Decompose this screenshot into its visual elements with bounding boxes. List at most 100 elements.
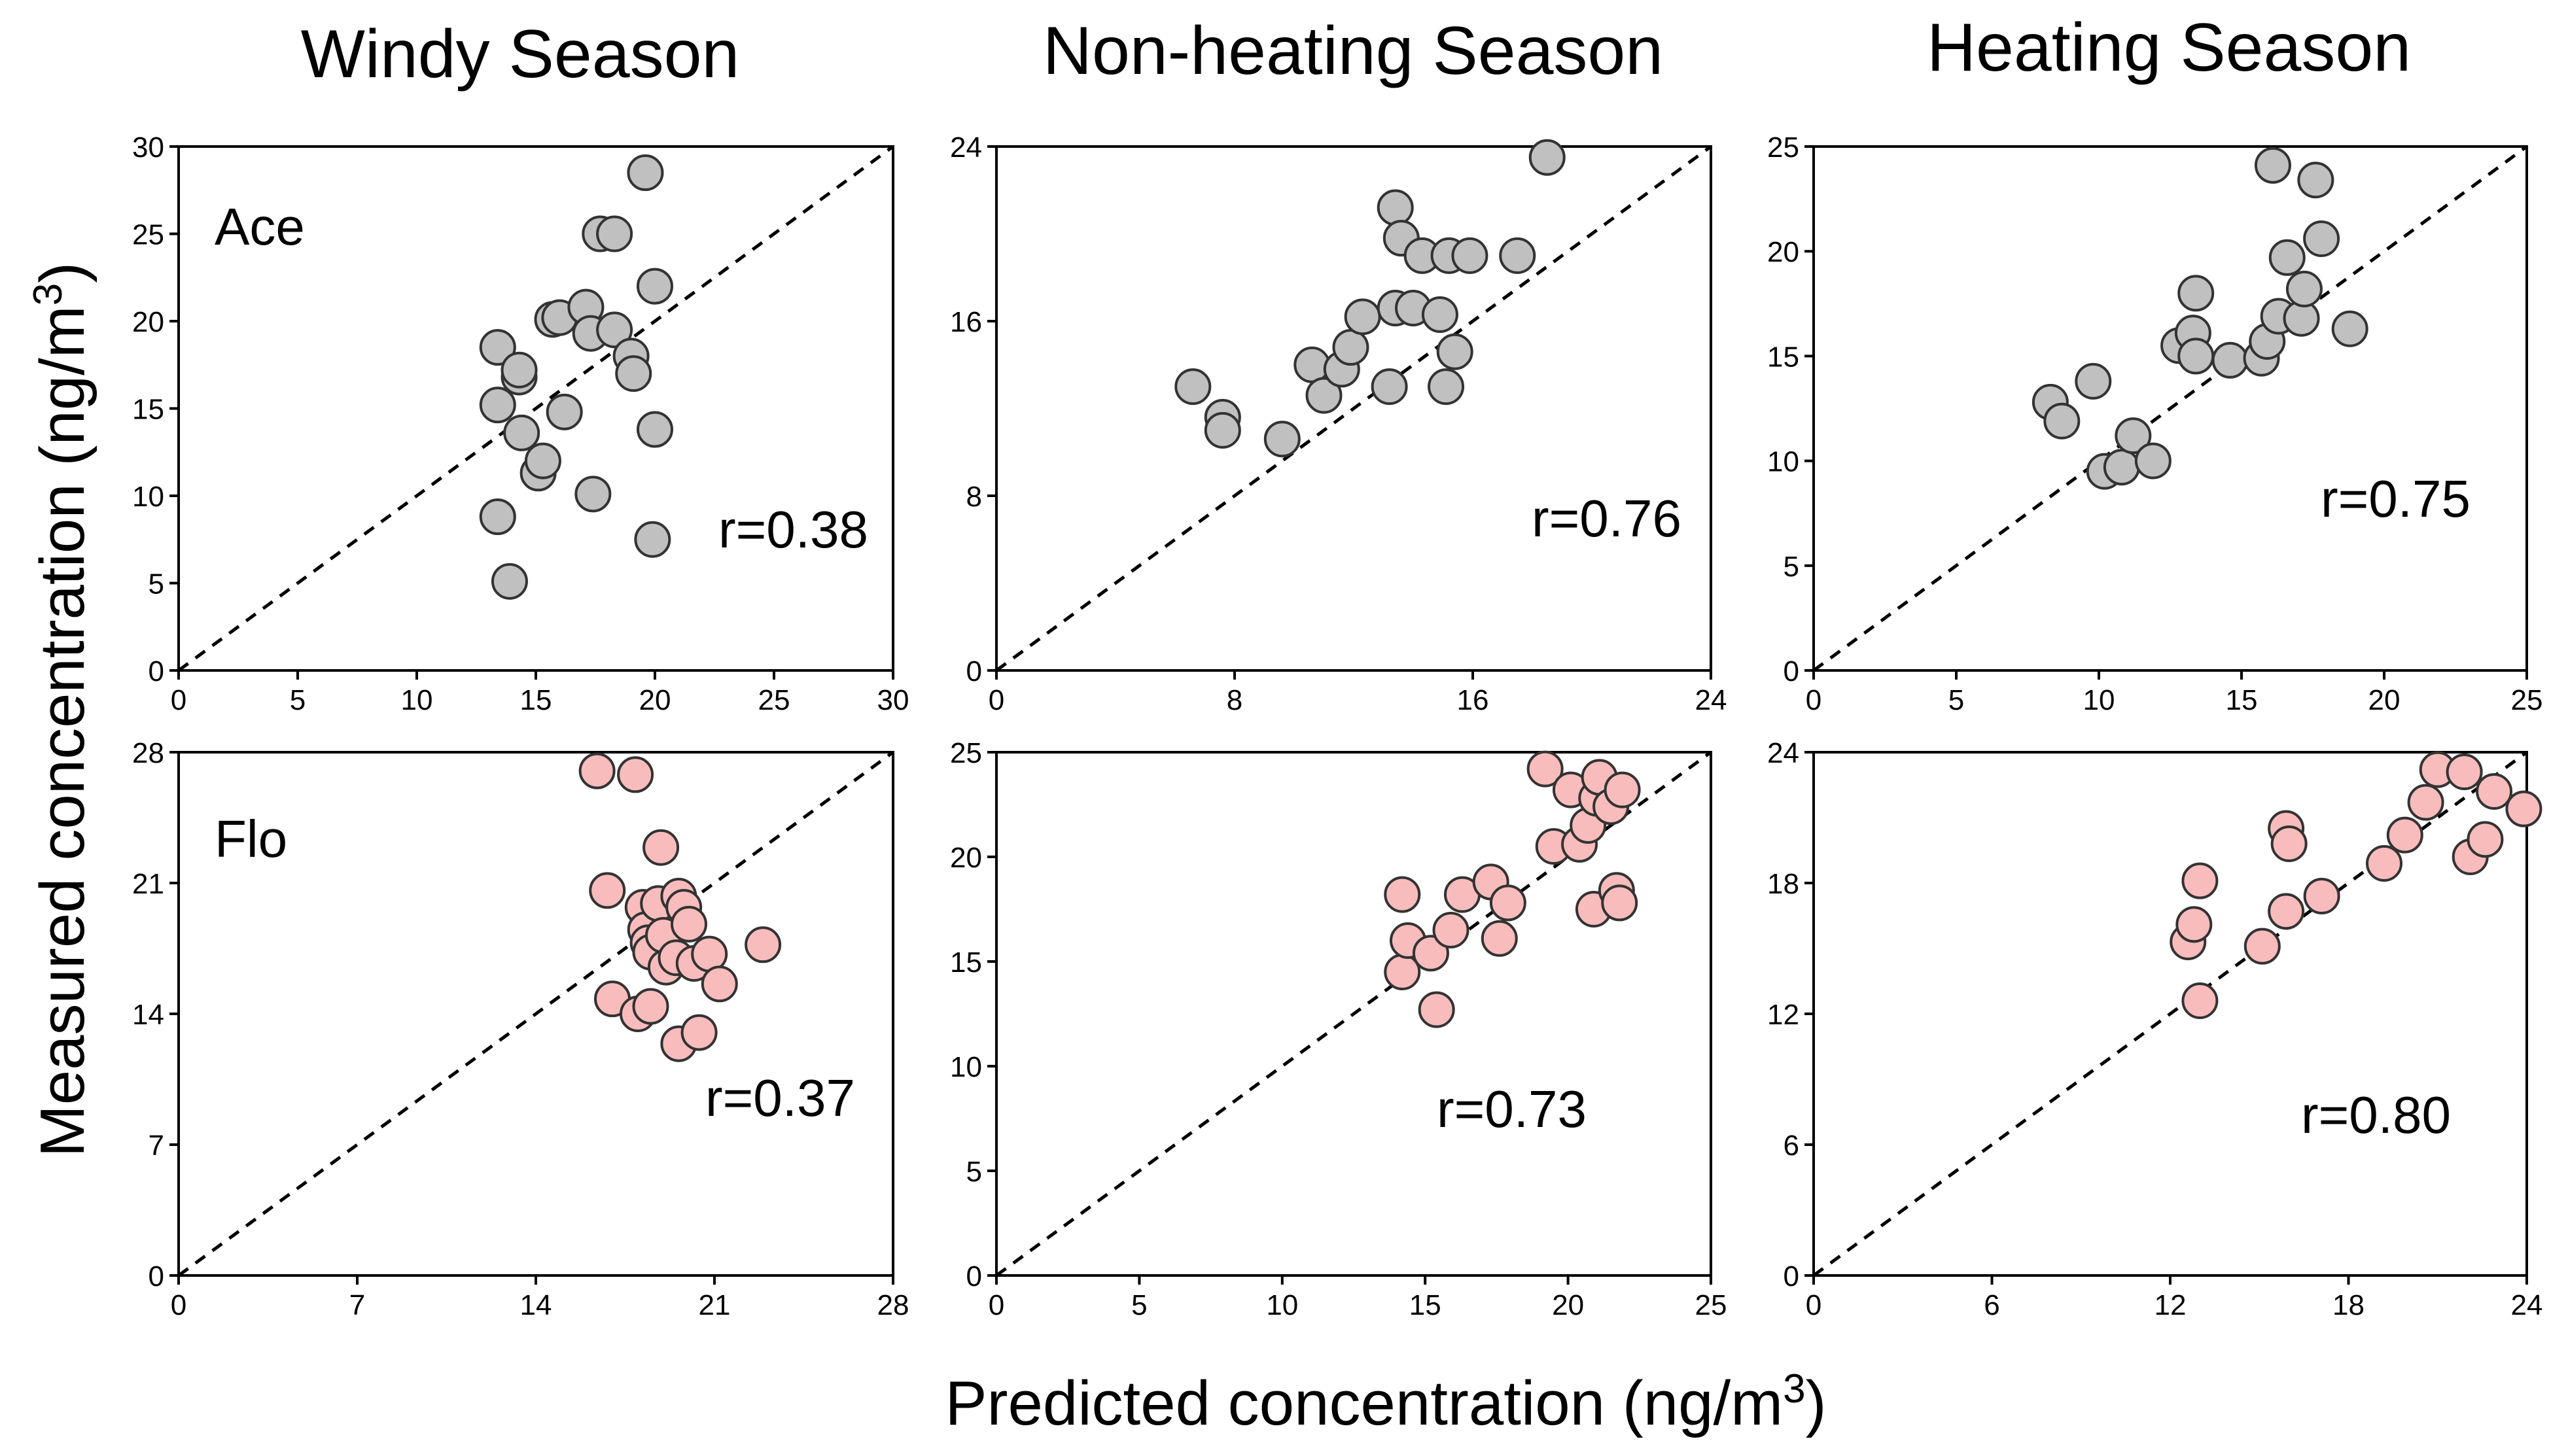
data-point bbox=[1526, 750, 1564, 788]
panel-ace-0-1: 0 8 16 24 0 8 16 24 r=0.76 bbox=[950, 131, 1727, 716]
y-tick-label: 15 bbox=[950, 946, 982, 979]
data-point bbox=[2331, 310, 2368, 347]
y-tick-label: 20 bbox=[1767, 236, 1799, 268]
data-point bbox=[479, 329, 516, 366]
x-tick-label: 30 bbox=[877, 684, 909, 716]
panel-flo-1-0: 0 7 14 21 28 0 7 14 21 28 Flo r=0.37 bbox=[132, 737, 909, 1321]
data-point bbox=[617, 756, 654, 793]
data-point bbox=[578, 752, 616, 789]
x-tick-label: 0 bbox=[989, 684, 1004, 716]
column-title-heating: Heating Season bbox=[1927, 10, 2411, 86]
x-tick-label: 28 bbox=[877, 1289, 909, 1321]
y-axis-title: Measured concentration (ng/m3) bbox=[26, 262, 98, 1157]
x-tick-label: 25 bbox=[1695, 1289, 1727, 1321]
y-tick-label: 0 bbox=[966, 1260, 982, 1292]
one-to-one-line bbox=[179, 752, 893, 1275]
one-to-one-line bbox=[996, 147, 1711, 670]
plot-frame bbox=[995, 145, 1712, 672]
y-tick-label: 20 bbox=[950, 842, 982, 874]
data-point bbox=[1428, 368, 1465, 406]
data-point bbox=[2181, 862, 2219, 899]
y-tick-label: 15 bbox=[1767, 341, 1799, 373]
data-point bbox=[2268, 893, 2305, 930]
data-point bbox=[680, 1014, 718, 1051]
y-tick-label: 20 bbox=[132, 306, 164, 338]
x-tick-label: 0 bbox=[171, 684, 186, 716]
x-tick-label: 15 bbox=[1409, 1289, 1441, 1321]
data-point bbox=[671, 905, 707, 943]
column-titles: Windy Season Non-heating Season Heating … bbox=[301, 10, 2411, 92]
y-tick-label: 8 bbox=[966, 481, 982, 513]
y-tick-label: 25 bbox=[132, 219, 164, 251]
x-tick-label: 0 bbox=[171, 1289, 186, 1321]
data-point bbox=[1432, 912, 1469, 948]
r-value-label: r=0.80 bbox=[2301, 1086, 2451, 1144]
y-tick-label: 10 bbox=[1767, 446, 1799, 478]
x-tick-label: 25 bbox=[2511, 684, 2543, 716]
data-point bbox=[1305, 377, 1343, 414]
data-point bbox=[615, 355, 652, 392]
data-point bbox=[627, 154, 664, 192]
data-point bbox=[1344, 298, 1381, 336]
data-point bbox=[634, 521, 671, 558]
data-point bbox=[503, 414, 540, 451]
data-point bbox=[2181, 982, 2219, 1019]
data-point bbox=[1384, 876, 1421, 913]
data-point bbox=[1371, 368, 1408, 406]
data-point bbox=[2268, 239, 2306, 276]
x-tick-label: 15 bbox=[2226, 684, 2258, 716]
panel-flo-1-1: 0 5 10 15 20 25 0 5 10 15 20 25 r=0.73 bbox=[950, 737, 1727, 1321]
y-tick-label: 25 bbox=[950, 737, 982, 769]
x-tick-label: 5 bbox=[1948, 684, 1964, 716]
column-title-non-heating: Non-heating Season bbox=[1043, 13, 1663, 89]
data-point bbox=[701, 965, 738, 1003]
one-to-one-line bbox=[179, 147, 893, 670]
data-point bbox=[2446, 754, 2483, 790]
data-point bbox=[1601, 884, 1638, 922]
data-point bbox=[479, 498, 516, 536]
y-tick-label: 12 bbox=[1767, 999, 1799, 1031]
x-tick-label: 6 bbox=[1984, 1289, 1999, 1321]
x-axis-title-close: ) bbox=[1806, 1368, 1827, 1438]
y-tick-label: 25 bbox=[1767, 131, 1799, 164]
y-tick-label: 30 bbox=[132, 131, 164, 164]
r-value-label: r=0.38 bbox=[718, 500, 868, 559]
r-value-label: r=0.75 bbox=[2321, 470, 2471, 528]
y-tick-label: 0 bbox=[1784, 655, 1799, 687]
data-point bbox=[491, 563, 528, 600]
data-point bbox=[2407, 784, 2444, 821]
y-tick-label: 16 bbox=[950, 306, 982, 338]
x-tick-label: 15 bbox=[520, 684, 552, 716]
y-tick-label: 6 bbox=[1784, 1130, 1799, 1162]
panel-label: Flo bbox=[215, 810, 287, 868]
r-value-label: r=0.73 bbox=[1437, 1080, 1587, 1138]
data-point bbox=[1436, 333, 1473, 370]
x-axis-title-text: Predicted concentration (ng/m bbox=[945, 1368, 1783, 1438]
y-tick-label: 24 bbox=[950, 131, 982, 164]
data-point bbox=[637, 411, 673, 448]
data-point bbox=[2303, 878, 2340, 914]
x-tick-label: 14 bbox=[520, 1289, 552, 1321]
data-point bbox=[2134, 442, 2172, 479]
data-point bbox=[2386, 816, 2423, 854]
data-point bbox=[546, 393, 583, 430]
data-point bbox=[2366, 845, 2402, 882]
y-tick-label: 5 bbox=[149, 568, 164, 600]
data-point bbox=[2103, 449, 2140, 486]
y-axis-title-text: Measured concentration (ng/m bbox=[27, 305, 97, 1157]
x-tick-label: 0 bbox=[989, 1289, 1004, 1321]
y-tick-label: 10 bbox=[950, 1051, 982, 1083]
y-tick-label: 5 bbox=[966, 1156, 982, 1188]
panel-label: Ace bbox=[215, 198, 305, 256]
y-tick-label: 0 bbox=[1784, 1260, 1799, 1292]
data-point bbox=[2297, 162, 2334, 199]
x-tick-label: 25 bbox=[758, 684, 790, 716]
data-point bbox=[2115, 417, 2152, 455]
x-axis-title: Predicted concentration (ng/m3) bbox=[945, 1366, 1826, 1439]
panels: 0 5 10 15 20 25 30 0 5 10 15 20 25 30 Ace r=0.38 0 8 16 24 0… bbox=[132, 131, 2542, 1321]
x-tick-label: 21 bbox=[699, 1289, 731, 1321]
panel-ace-0-2: 0 5 10 15 20 25 0 5 10 15 20 25 r=0.75 bbox=[1767, 131, 2542, 716]
column-title-windy: Windy Season bbox=[301, 16, 740, 92]
data-point bbox=[574, 476, 612, 513]
x-tick-label: 7 bbox=[349, 1289, 365, 1321]
